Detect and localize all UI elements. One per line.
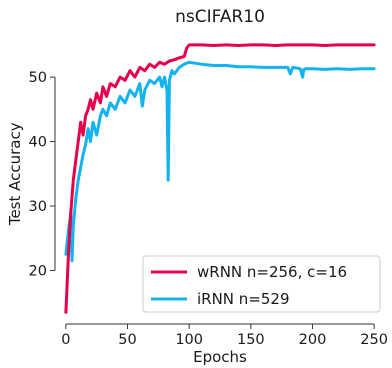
series-layer (64, 43, 376, 314)
y-tick-label-50: 50 (29, 70, 47, 86)
legend-box (142, 255, 381, 313)
x-axis-label: Epochs (193, 348, 247, 366)
y-axis-label: Test Accuracy (6, 122, 24, 226)
series-line-1 (64, 60, 376, 263)
x-tick-label-200: 200 (299, 332, 327, 348)
legend-label-irnn: iRNN n=529 (197, 290, 290, 308)
y-tick-label-30: 30 (29, 199, 47, 215)
legend: wRNN n=256, c=16 iRNN n=529 (142, 255, 381, 313)
x-tick-label-150: 150 (237, 332, 265, 348)
legend-label-wrnn: wRNN n=256, c=16 (197, 263, 347, 281)
x-tick-label-100: 100 (175, 332, 203, 348)
axes-layer: 0 50 100 150 200 250 20 30 40 50 (29, 70, 388, 348)
y-tick-label-20: 20 (29, 263, 47, 279)
y-tick-label-40: 40 (29, 135, 47, 151)
x-tick-label-250: 250 (360, 332, 388, 348)
series-line-0 (64, 43, 376, 314)
x-tick-label-0: 0 (61, 332, 70, 348)
x-tick-label-50: 50 (118, 332, 136, 348)
chart-title: nsCIFAR10 (175, 7, 265, 27)
